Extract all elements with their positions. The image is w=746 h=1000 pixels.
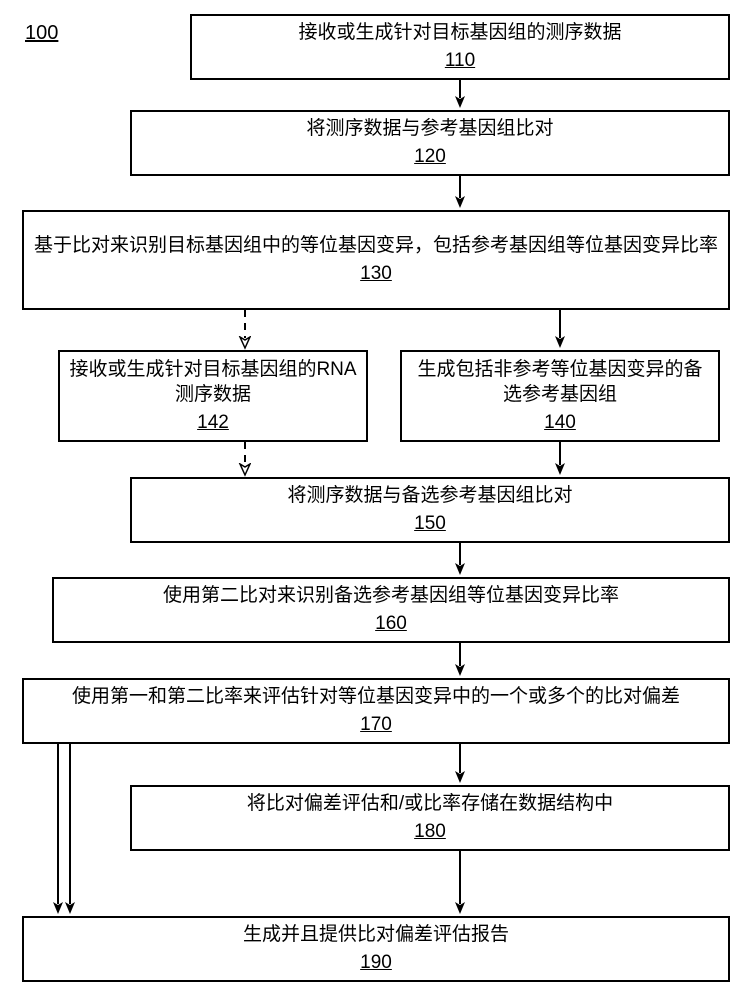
step-label: 生成包括非参考等位基因变异的备选参考基因组 — [410, 357, 710, 408]
step-110: 接收或生成针对目标基因组的测序数据 110 — [190, 14, 730, 80]
step-number: 150 — [414, 511, 446, 537]
step-140: 生成包括非参考等位基因变异的备选参考基因组 140 — [400, 350, 720, 442]
step-number: 142 — [197, 410, 229, 436]
step-label: 生成并且提供比对偏差评估报告 — [243, 922, 509, 948]
step-170: 使用第一和第二比率来评估针对等位基因变异中的一个或多个的比对偏差 170 — [22, 678, 730, 744]
step-142: 接收或生成针对目标基因组的RNA测序数据 142 — [58, 350, 368, 442]
step-number: 160 — [375, 611, 407, 637]
step-label: 将比对偏差评估和/或比率存储在数据结构中 — [247, 791, 613, 817]
step-number: 180 — [414, 819, 446, 845]
step-number: 130 — [360, 261, 392, 287]
step-130: 基于比对来识别目标基因组中的等位基因变异，包括参考基因组等位基因变异比率 130 — [22, 210, 730, 310]
step-180: 将比对偏差评估和/或比率存储在数据结构中 180 — [130, 785, 730, 851]
step-label: 基于比对来识别目标基因组中的等位基因变异，包括参考基因组等位基因变异比率 — [34, 233, 718, 259]
step-number: 120 — [414, 144, 446, 170]
step-label: 使用第一和第二比率来评估针对等位基因变异中的一个或多个的比对偏差 — [72, 684, 680, 710]
step-label: 将测序数据与备选参考基因组比对 — [287, 483, 572, 509]
step-label: 使用第二比对来识别备选参考基因组等位基因变异比率 — [163, 583, 619, 609]
step-number: 170 — [360, 712, 392, 738]
step-number: 140 — [544, 410, 576, 436]
step-190: 生成并且提供比对偏差评估报告 190 — [22, 916, 730, 982]
flowchart-canvas: 100 接收或生成针对目标基因组的测序数据 110 将测序数据与参考基因组比对 … — [0, 0, 746, 1000]
step-number: 190 — [360, 950, 392, 976]
step-label: 接收或生成针对目标基因组的RNA测序数据 — [68, 357, 358, 408]
step-150: 将测序数据与备选参考基因组比对 150 — [130, 477, 730, 543]
step-label: 接收或生成针对目标基因组的测序数据 — [298, 20, 621, 46]
step-number: 110 — [445, 48, 475, 74]
step-120: 将测序数据与参考基因组比对 120 — [130, 110, 730, 176]
step-label: 将测序数据与参考基因组比对 — [306, 116, 553, 142]
step-160: 使用第二比对来识别备选参考基因组等位基因变异比率 160 — [52, 577, 730, 643]
figure-number: 100 — [25, 22, 58, 45]
